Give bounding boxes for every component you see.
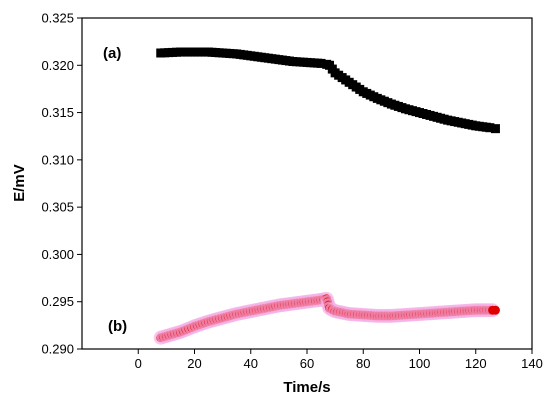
- y-tick-label: 0.295: [41, 294, 74, 309]
- series-a-point: [490, 124, 500, 134]
- y-tick-label: 0.320: [41, 58, 74, 73]
- series-a: [156, 47, 500, 134]
- x-tick-label: 20: [187, 356, 201, 371]
- y-tick-label: 0.305: [41, 200, 74, 215]
- x-axis-title: Time/s: [283, 379, 330, 396]
- x-tick-label: 140: [521, 356, 543, 371]
- x-tick-label: 60: [300, 356, 314, 371]
- x-tick-label: 40: [244, 356, 258, 371]
- series-a-point: [316, 58, 326, 68]
- x-tick-label: 100: [409, 356, 431, 371]
- series-b: [153, 291, 500, 345]
- y-tick-label: 0.290: [41, 342, 74, 357]
- y-tick-label: 0.300: [41, 247, 74, 262]
- series-b-point: [490, 305, 500, 315]
- y-tick-label: 0.310: [41, 152, 74, 167]
- series-b-label: (b): [108, 318, 127, 335]
- x-tick-label: 0: [135, 356, 142, 371]
- series-layer: [153, 47, 500, 345]
- ticks-layer: 0 20 40 60 80 100 120 140 0.290 0.295 0.300 0.305 0.…: [41, 11, 542, 372]
- y-axis-title: E/mV: [11, 164, 28, 202]
- series-a-label: (a): [103, 45, 121, 62]
- y-tick-label: 0.325: [41, 11, 74, 26]
- x-tick-label: 80: [356, 356, 370, 371]
- y-tick-label: 0.315: [41, 105, 74, 120]
- series-a-point: [485, 123, 495, 133]
- x-tick-label: 120: [465, 356, 487, 371]
